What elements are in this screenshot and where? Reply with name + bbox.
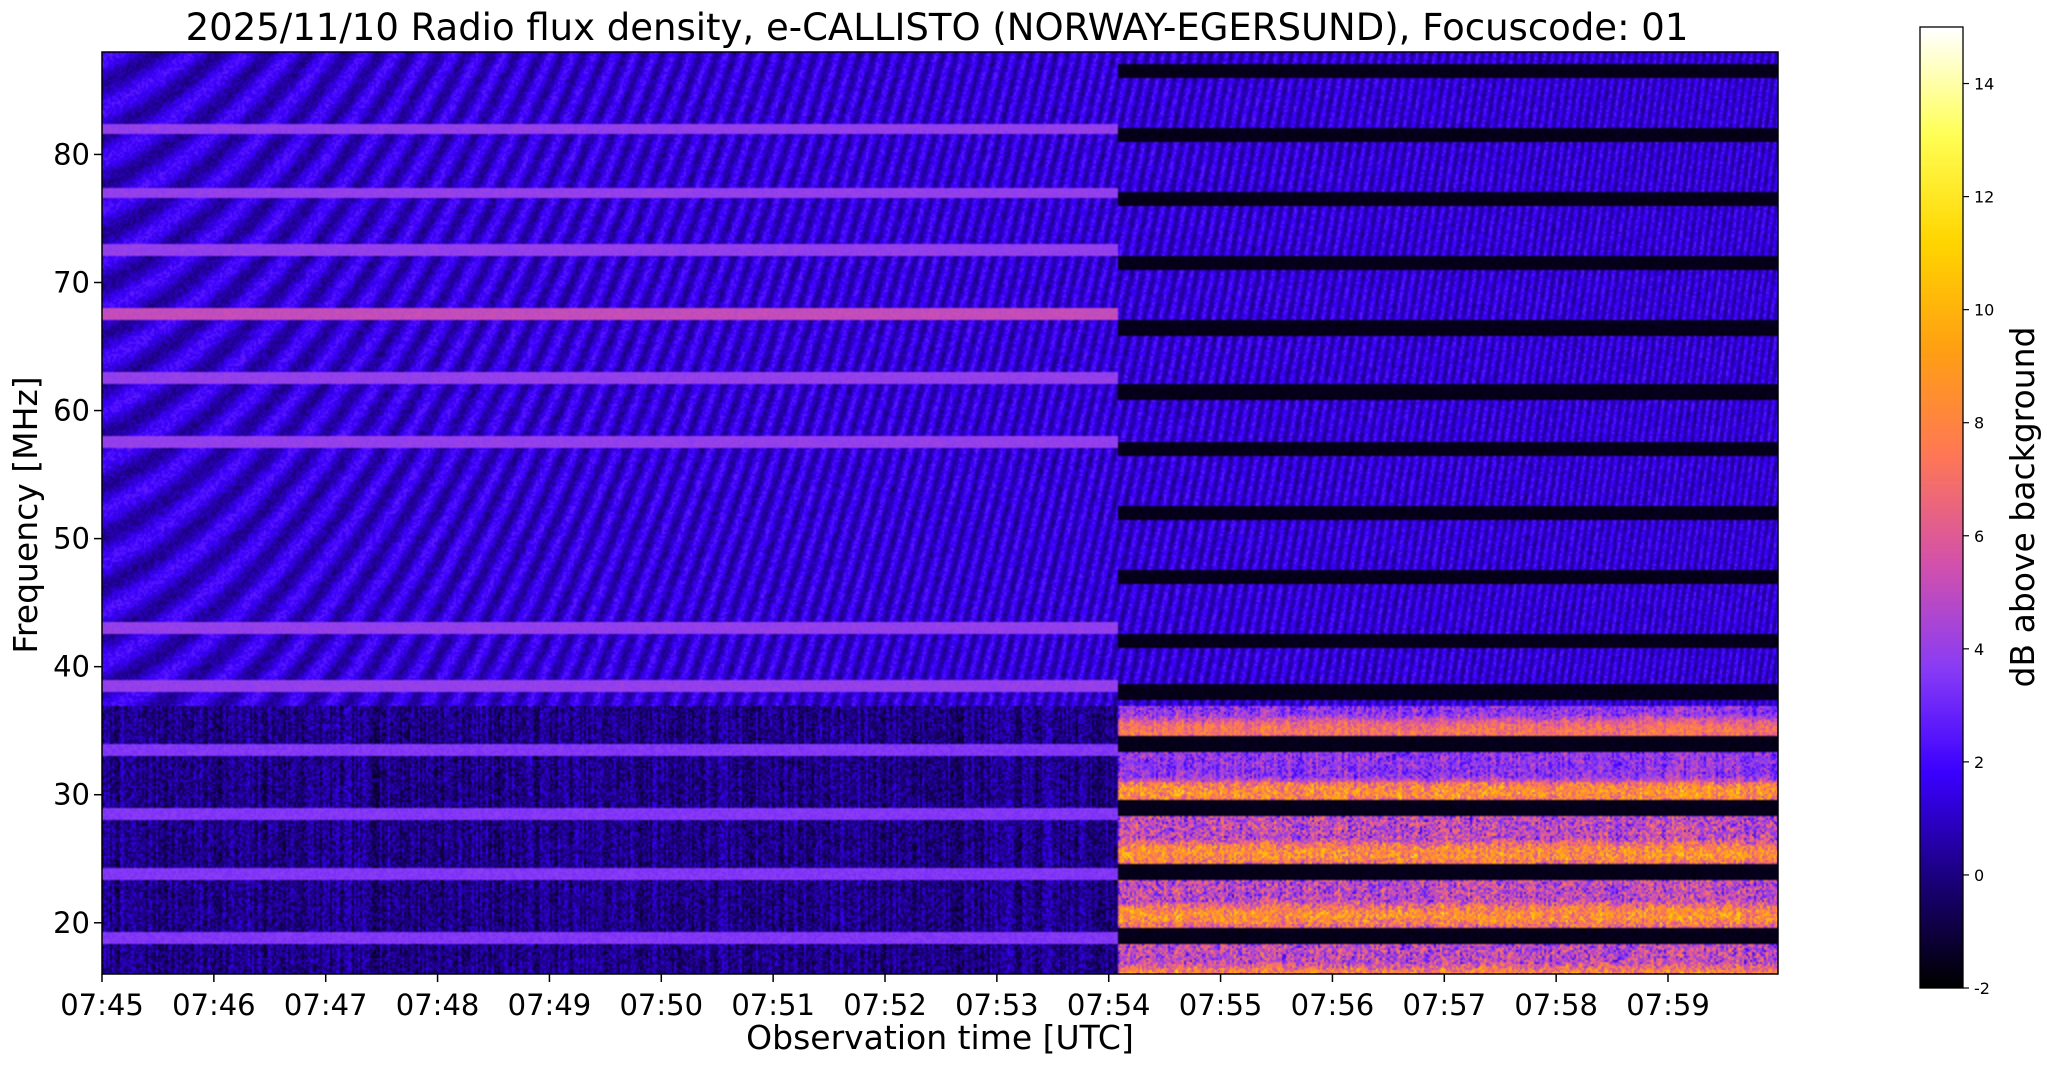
plot-area: [101, 51, 1779, 975]
x-tick-label: 07:48: [396, 988, 480, 1022]
y-tick-label: 50: [53, 522, 90, 556]
y-tick-label: 80: [53, 137, 90, 171]
colorbar-label: dB above background: [2003, 327, 2042, 688]
x-tick-label: 07:54: [1067, 988, 1151, 1022]
colorbar-ticks: -2 0 2 4 6 8 10 12 14: [1963, 75, 1994, 998]
x-axis-label: Observation time [UTC]: [746, 1018, 1134, 1057]
y-tick-label: 70: [53, 266, 90, 300]
x-tick-label: 07:52: [843, 988, 927, 1022]
colorbar-gradient: [1920, 27, 1963, 988]
x-tick-label: 07:45: [60, 988, 144, 1022]
x-tick-label: 07:51: [731, 988, 815, 1022]
x-tick-label: 07:49: [508, 988, 592, 1022]
spectrogram-heatmap: [102, 52, 1778, 974]
y-axis-label: Frequency [MHz]: [6, 376, 45, 653]
colorbar-tick-label: 12: [1974, 188, 1994, 207]
plot-frame: [101, 51, 1779, 975]
colorbar-tick-label: 0: [1974, 866, 1984, 885]
chart-title: 2025/11/10 Radio flux density, e-CALLIST…: [186, 6, 1689, 49]
colorbar-tick-label: 2: [1974, 753, 1984, 772]
x-tick-label: 07:55: [1179, 988, 1263, 1022]
x-axis: 07:45 07:46 07:47 07:48 07:49 07:50 07:51 07:52…: [60, 974, 1710, 1022]
x-tick-label: 07:58: [1514, 988, 1598, 1022]
x-tick-label: 07:53: [955, 988, 1039, 1022]
y-tick-label: 40: [53, 650, 90, 684]
colorbar-frame: [1919, 26, 1964, 989]
y-axis: 20 30 40 50 60 70 80: [53, 137, 102, 940]
colorbar: -2 0 2 4 6 8 10 12 14 dB above background: [1919, 26, 2042, 998]
x-tick-label: 07:56: [1291, 988, 1375, 1022]
colorbar-tick-label: 4: [1974, 640, 1984, 659]
colorbar-tick-label: 14: [1974, 75, 1994, 94]
y-tick-label: 30: [53, 778, 90, 812]
y-tick-label: 20: [53, 906, 90, 940]
x-tick-label: 07:59: [1626, 988, 1710, 1022]
colorbar-tick-label: 6: [1974, 527, 1984, 546]
y-tick-label: 60: [53, 394, 90, 428]
x-tick-label: 07:46: [172, 988, 256, 1022]
colorbar-tick-label: 10: [1974, 301, 1994, 320]
colorbar-tick-label: -2: [1974, 979, 1990, 998]
x-tick-label: 07:47: [284, 988, 368, 1022]
x-tick-label: 07:57: [1403, 988, 1487, 1022]
x-tick-label: 07:50: [619, 988, 703, 1022]
colorbar-tick-label: 8: [1974, 414, 1984, 433]
